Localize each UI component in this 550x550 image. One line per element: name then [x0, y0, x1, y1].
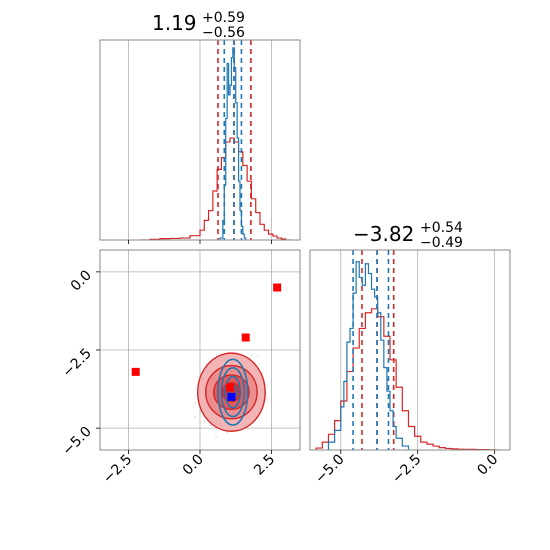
panel-background [310, 250, 510, 450]
grid [128, 40, 272, 240]
panel-param2-histogram: −5.0 −2.5 0.0 −3.82 +0.54 −0.49 [309, 220, 511, 487]
blue-histogram-step [327, 261, 410, 450]
param1-title-value: 1.19 [152, 11, 197, 35]
blue-contour [220, 367, 246, 418]
x-tick-label: 0.0 [474, 452, 501, 479]
sample-point [194, 416, 197, 418]
blue-contour [224, 375, 242, 409]
red-square-marker [131, 367, 140, 376]
blue-histogram-step [219, 47, 247, 240]
panel-param1-histogram: 1.19 +0.59 −0.56 [99, 10, 301, 244]
x-tick-label: 0.0 [180, 452, 207, 479]
x-ticks: −5.0 −2.5 0.0 [312, 450, 501, 487]
param2-title-value: −3.82 [353, 222, 414, 246]
x-ticks: −2.5 0.0 2.5 [100, 450, 278, 487]
histogram-marks [315, 250, 501, 450]
sample-point [266, 399, 268, 401]
grid [100, 250, 300, 450]
y-tick-label: 0.0 [68, 267, 95, 294]
x-tick-label: 2.5 [251, 452, 278, 479]
x-tick-label: −2.5 [100, 452, 135, 487]
x-tick-label: −5.0 [312, 452, 347, 487]
joint-marks [131, 283, 282, 438]
y-tick-label: −2.5 [59, 346, 94, 381]
sample-point [203, 421, 206, 424]
red-histogram-step [140, 137, 292, 240]
histogram-marks [140, 40, 292, 240]
param1-title-lower: −0.56 [202, 25, 245, 41]
y-tick-label: −5.0 [59, 424, 94, 459]
param2-title-upper: +0.54 [420, 220, 463, 236]
param1-title-upper: +0.59 [202, 10, 245, 26]
param2-title-lower: −0.49 [420, 235, 463, 251]
red-square-marker [241, 333, 250, 342]
sample-point [210, 424, 212, 427]
sample-point [256, 354, 259, 357]
panel-joint-2d: −2.5 0.0 2.5 0.0−2.5−5.0 [59, 249, 301, 487]
red-square-marker [226, 383, 234, 392]
sample-point [250, 354, 253, 356]
sample-point [226, 431, 229, 434]
red-square-marker [273, 283, 282, 292]
x-ticks [128, 240, 272, 244]
red-histogram-step [315, 308, 501, 450]
y-ticks: 0.0 −2.5 −5.0 [59, 267, 100, 459]
sample-point [194, 401, 196, 404]
panel-frame [309, 249, 511, 451]
blue-square-marker [227, 392, 236, 401]
x-tick-label: −2.5 [389, 452, 424, 487]
blue-contour [217, 358, 249, 426]
sample-point [215, 436, 217, 438]
